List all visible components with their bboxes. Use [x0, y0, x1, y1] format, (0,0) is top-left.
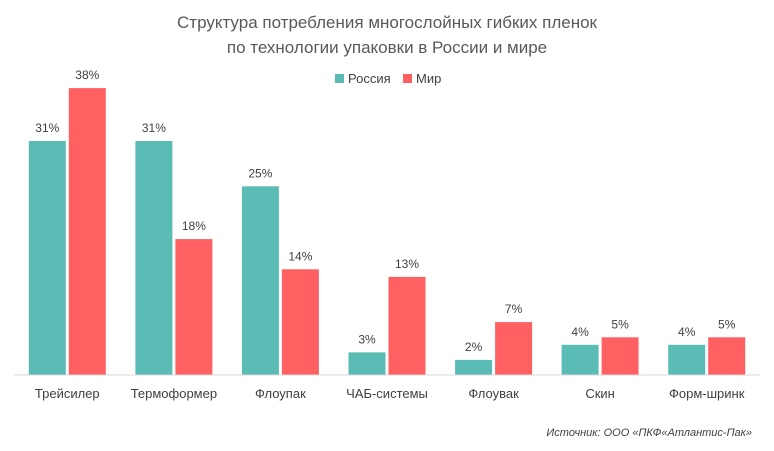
- bar-world-3: [388, 276, 426, 375]
- legend-swatch-world: [403, 74, 412, 83]
- value-label-russia-4: 2%: [465, 340, 483, 354]
- bar-world-5: [601, 337, 639, 376]
- source-note: Источник: ООО «ПКФ«Атлантис-Пак»: [546, 427, 752, 439]
- value-label-russia-0: 31%: [35, 121, 59, 135]
- value-label-world-1: 18%: [182, 219, 206, 233]
- bar-world-1: [175, 239, 213, 375]
- legend-label-russia: Россия: [348, 71, 391, 86]
- value-label-world-0: 38%: [75, 68, 99, 82]
- value-labels-group: 31% 38% 31% 18% 25% 14% 3% 13% 2% 7% 4% 5% 4% 5%: [35, 68, 735, 354]
- legend-label-world: Мир: [416, 71, 441, 86]
- bars-group: [28, 88, 746, 376]
- bar-russia-5: [561, 344, 599, 375]
- bar-russia-3: [348, 352, 386, 375]
- category-label-4: Флоувак: [468, 386, 519, 401]
- bar-world-4: [495, 322, 533, 375]
- value-label-russia-5: 4%: [571, 325, 589, 339]
- bar-world-6: [708, 337, 746, 376]
- value-label-world-6: 5%: [718, 317, 736, 331]
- category-label-5: Скин: [585, 386, 615, 401]
- value-label-world-3: 13%: [395, 257, 419, 271]
- chart-title-line-2: по технологии упаковки в России и мире: [227, 38, 547, 57]
- category-label-3: ЧАБ-системы: [346, 386, 428, 401]
- category-label-0: Трейсилер: [35, 386, 100, 401]
- legend: Россия Мир: [335, 71, 441, 86]
- bar-russia-4: [455, 359, 493, 375]
- value-label-russia-6: 4%: [678, 325, 696, 339]
- bar-russia-6: [668, 344, 706, 375]
- value-label-world-4: 7%: [505, 302, 523, 316]
- value-label-russia-2: 25%: [248, 166, 272, 180]
- legend-swatch-russia: [335, 74, 344, 83]
- bar-russia-0: [28, 141, 66, 375]
- chart-title-line-1: Структура потребления многослойных гибки…: [177, 13, 598, 32]
- value-label-world-2: 14%: [288, 249, 312, 263]
- bar-russia-2: [241, 186, 279, 376]
- bar-world-0: [68, 88, 106, 375]
- value-label-world-5: 5%: [611, 317, 629, 331]
- category-label-6: Форм-шринк: [669, 386, 745, 401]
- bar-world-2: [281, 269, 319, 375]
- category-label-2: Флоупак: [255, 386, 306, 401]
- category-labels-group: Трейсилер Термоформер Флоупак ЧАБ-системы Фл…: [35, 386, 745, 401]
- value-label-russia-1: 31%: [142, 121, 166, 135]
- category-label-1: Термоформер: [131, 386, 217, 401]
- value-label-russia-3: 3%: [358, 332, 376, 346]
- bar-russia-1: [135, 141, 173, 375]
